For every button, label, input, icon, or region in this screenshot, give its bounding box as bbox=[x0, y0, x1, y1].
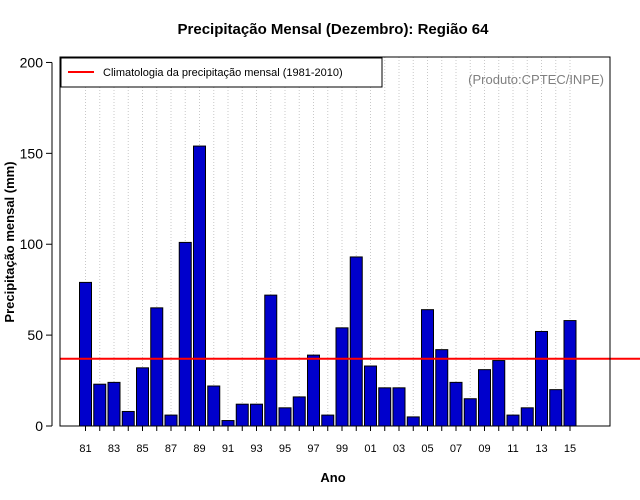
x-tick-label: 97 bbox=[307, 443, 319, 455]
bar bbox=[478, 369, 491, 427]
bar bbox=[349, 256, 363, 427]
bar bbox=[292, 396, 306, 427]
bar bbox=[449, 381, 463, 427]
bar bbox=[549, 389, 563, 427]
bar bbox=[235, 403, 249, 427]
bar bbox=[250, 403, 263, 427]
bar bbox=[164, 414, 178, 427]
y-axis-title: Precipitação mensal (mm) bbox=[2, 161, 17, 322]
x-tick-label: 09 bbox=[478, 443, 490, 455]
x-tick-label: 81 bbox=[79, 443, 91, 455]
x-tick-label: 93 bbox=[250, 443, 262, 455]
bar bbox=[93, 383, 107, 427]
x-tick-label: 07 bbox=[450, 443, 462, 455]
bar bbox=[421, 309, 434, 427]
bar bbox=[520, 407, 534, 427]
x-tick-label: 83 bbox=[108, 443, 120, 455]
x-tick-label: 85 bbox=[136, 443, 148, 455]
bar bbox=[221, 420, 235, 427]
bar bbox=[335, 327, 349, 427]
x-tick-label: 13 bbox=[535, 443, 547, 455]
x-tick-label: 15 bbox=[564, 443, 576, 455]
bars bbox=[79, 145, 577, 427]
bar bbox=[150, 307, 164, 427]
bar bbox=[278, 407, 292, 427]
bar bbox=[435, 349, 449, 427]
bar bbox=[307, 354, 320, 427]
y-tick-label: 150 bbox=[20, 145, 44, 161]
legend: Climatologia da precipitação mensal (198… bbox=[60, 57, 383, 88]
bar bbox=[535, 330, 548, 427]
bar bbox=[121, 410, 135, 427]
bar bbox=[321, 414, 335, 427]
x-tick-label: 99 bbox=[336, 443, 348, 455]
y-tick-label: 200 bbox=[20, 54, 44, 70]
chart-title: Precipitação Mensal (Dezembro): Região 6… bbox=[178, 21, 490, 38]
bar bbox=[364, 365, 377, 427]
x-tick-label: 95 bbox=[279, 443, 291, 455]
bar bbox=[136, 367, 149, 427]
bar bbox=[193, 145, 206, 427]
x-tick-label: 91 bbox=[222, 443, 234, 455]
bar bbox=[392, 387, 406, 427]
bar bbox=[492, 360, 506, 427]
bar bbox=[378, 387, 392, 427]
source-note: (Produto:CPTEC/INPE) bbox=[468, 72, 604, 87]
x-axis: 81 83 85 87 89 91 93 95 97 99 01 03 05 07 09 11 13 15 bbox=[79, 425, 585, 455]
y-axis: 0 50 100 150 200 bbox=[20, 54, 53, 434]
bar bbox=[506, 414, 520, 427]
bar bbox=[463, 398, 477, 427]
bar bbox=[79, 281, 92, 427]
bar bbox=[563, 320, 577, 427]
x-tick-label: 03 bbox=[393, 443, 405, 455]
bar bbox=[406, 416, 420, 427]
y-tick-label: 0 bbox=[35, 418, 43, 434]
x-tick-label: 87 bbox=[165, 443, 177, 455]
bar bbox=[107, 381, 121, 427]
x-tick-label: 89 bbox=[193, 443, 205, 455]
y-tick-label: 50 bbox=[27, 327, 43, 343]
x-axis-title: Ano bbox=[320, 470, 345, 485]
x-tick-label: 05 bbox=[421, 443, 433, 455]
bar bbox=[264, 294, 278, 427]
bar bbox=[207, 385, 221, 427]
legend-label: Climatologia da precipitação mensal (198… bbox=[103, 67, 343, 79]
x-tick-label: 11 bbox=[507, 443, 518, 455]
x-tick-label: 01 bbox=[364, 443, 376, 455]
bar bbox=[178, 241, 192, 427]
y-tick-label: 100 bbox=[20, 236, 44, 252]
legend-box bbox=[60, 57, 383, 88]
